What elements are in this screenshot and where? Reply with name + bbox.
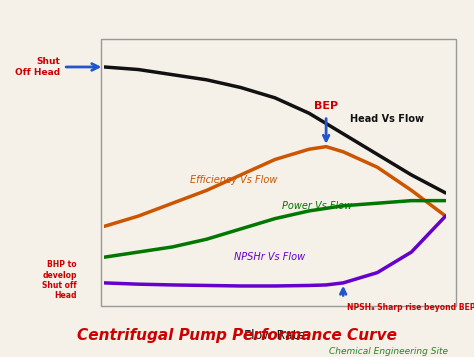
Text: Flow Rate: Flow Rate	[244, 329, 306, 342]
Text: NPSHr Vs Flow: NPSHr Vs Flow	[234, 252, 305, 262]
Text: NPSHₐ Sharp rise beyond BEP: NPSHₐ Sharp rise beyond BEP	[346, 303, 474, 312]
Text: Shut
Off Head: Shut Off Head	[15, 57, 60, 77]
Text: Power Vs Flow: Power Vs Flow	[282, 201, 352, 211]
Text: Chemical Engineering Site: Chemical Engineering Site	[329, 347, 448, 356]
Text: Head Vs Flow: Head Vs Flow	[350, 114, 424, 124]
Text: BHP to
develop
Shut off
Head: BHP to develop Shut off Head	[42, 260, 77, 301]
Text: Centrifugal Pump Performance Curve: Centrifugal Pump Performance Curve	[77, 328, 397, 343]
Text: Efficiency Vs Flow: Efficiency Vs Flow	[190, 175, 277, 185]
Text: BEP: BEP	[314, 101, 338, 111]
